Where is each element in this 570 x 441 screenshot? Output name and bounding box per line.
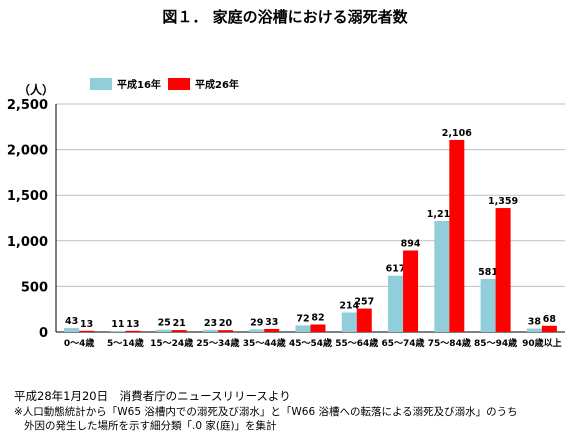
data-label: 25 — [158, 318, 171, 329]
data-label: 617 — [386, 264, 406, 275]
y-tick-label: 1,000 — [7, 235, 48, 250]
data-label: 894 — [401, 238, 421, 249]
data-label: 82 — [311, 313, 324, 324]
data-label: 38 — [528, 317, 542, 328]
legend-swatch-1 — [168, 78, 190, 90]
x-tick-label: 90歳以上 — [522, 337, 562, 349]
bar — [526, 328, 542, 332]
bar — [541, 325, 557, 332]
bar — [341, 312, 357, 332]
data-label: 581 — [478, 267, 498, 278]
x-tick-label: 45～54歳 — [289, 337, 332, 349]
bar — [356, 308, 372, 332]
data-label: 23 — [204, 318, 217, 329]
data-label: 214 — [339, 300, 359, 311]
legend-label-1: 平成26年 — [195, 78, 239, 91]
bar — [110, 330, 126, 332]
bar — [156, 329, 172, 332]
x-tick-label: 65～74歳 — [382, 337, 425, 349]
data-label: 21 — [173, 318, 186, 329]
data-label: 29 — [250, 317, 263, 328]
bar — [79, 330, 95, 332]
data-label: 13 — [80, 319, 93, 330]
data-label: 43 — [65, 316, 78, 327]
data-label: 257 — [354, 297, 374, 308]
data-label: 72 — [296, 313, 309, 324]
y-tick-label: 2,000 — [7, 144, 48, 159]
legend-swatch-0 — [90, 78, 112, 90]
chart-title: 図１． 家庭の浴槽における溺死者数 — [162, 8, 408, 26]
x-tick-label: 85～94歳 — [474, 337, 517, 349]
bar — [434, 221, 450, 332]
data-label: 13 — [126, 319, 139, 330]
bar — [217, 330, 233, 332]
footnote: ※人口動態統計から「W65 浴槽内での溺死及び溺水」と「W66 浴槽への転落によ… — [14, 405, 518, 433]
data-label: 2,106 — [442, 128, 472, 139]
x-tick-label: 25～34歳 — [196, 337, 239, 349]
bar — [295, 325, 311, 332]
bar — [125, 330, 141, 332]
bar — [310, 324, 326, 332]
x-tick-label: 75～84歳 — [428, 337, 471, 349]
y-axis-unit-label: （人） — [18, 82, 54, 97]
bar — [388, 275, 404, 332]
x-tick-label: 15～24歳 — [150, 337, 193, 349]
x-tick-label: 35～44歳 — [243, 337, 286, 349]
data-label: 33 — [265, 317, 278, 328]
bar — [264, 328, 280, 332]
bar — [480, 279, 496, 332]
bar — [249, 329, 265, 332]
footnote-line-1: ※人口動態統計から「W65 浴槽内での溺死及び溺水」と「W66 浴槽への転落によ… — [14, 406, 518, 418]
bar — [202, 329, 218, 332]
bar — [449, 139, 465, 332]
y-tick-label: 1,500 — [7, 189, 48, 204]
bar — [64, 328, 80, 332]
data-label: 68 — [543, 314, 557, 325]
footnote-line-2: 外因の発生した場所を示す細分類「.0 家(庭)」を集計 — [24, 420, 277, 432]
data-label: 1,217 — [427, 209, 457, 220]
bar — [403, 250, 419, 332]
y-tick-label: 2,500 — [7, 98, 48, 113]
data-label: 1,359 — [488, 196, 518, 207]
y-tick-label: 0 — [39, 326, 48, 341]
y-tick-label: 500 — [21, 280, 48, 295]
x-tick-label: 5～14歳 — [107, 337, 144, 349]
x-tick-label: 55～64歳 — [335, 337, 378, 349]
bar — [495, 208, 511, 332]
legend-label-0: 平成16年 — [117, 78, 161, 91]
bar — [171, 330, 187, 332]
x-tick-label: 0～4歳 — [64, 337, 95, 349]
data-label: 11 — [111, 319, 124, 330]
data-label: 20 — [219, 318, 233, 329]
source-text: 平成28年1月20日 消費者庁のニュースリリースより — [14, 389, 291, 403]
